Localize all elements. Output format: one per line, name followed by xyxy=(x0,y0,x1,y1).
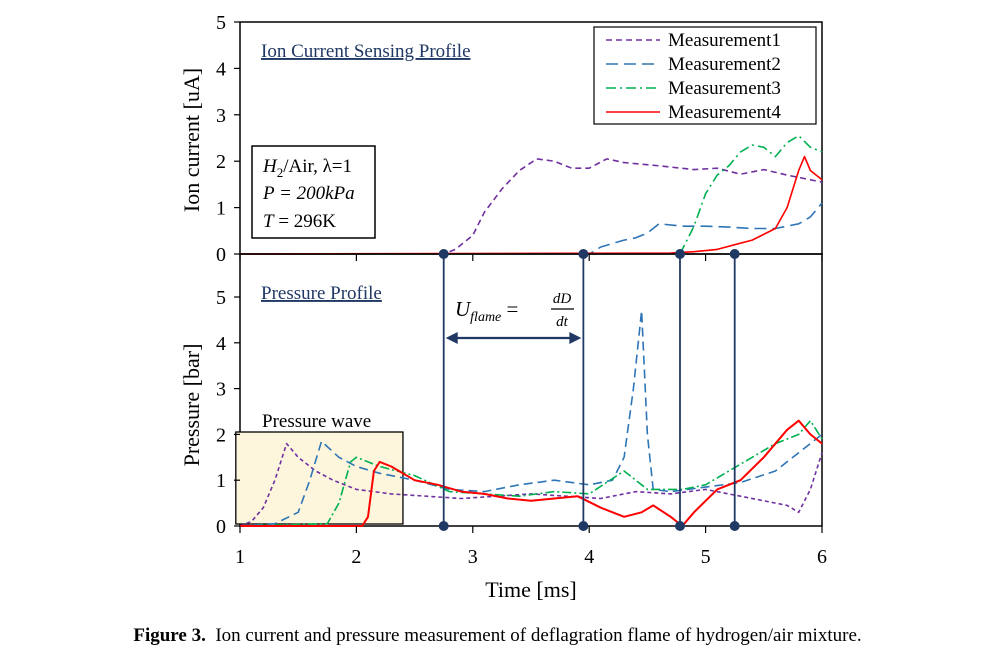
x-tick-label: 6 xyxy=(817,546,827,568)
pressure-wave-label: Pressure wave xyxy=(262,411,371,432)
timing-marker-dot-bottom xyxy=(578,521,589,531)
x-axis-ticks: 1 2 3 4 5 6 xyxy=(235,254,827,568)
pressure-y-tick-label: 4 xyxy=(216,333,226,355)
caption-text: Ion current and pressure measurement of … xyxy=(215,625,862,646)
pressure-series-measurement2 xyxy=(239,309,823,527)
uflame-denominator: dt xyxy=(556,314,569,330)
legend-label-measurement1: Measurement1 xyxy=(668,30,781,51)
pressure-series-measurement3 xyxy=(239,419,823,527)
figure-caption: Figure 3. Ion current and pressure measu… xyxy=(0,625,995,647)
pressure-y-tick-label: 1 xyxy=(216,470,226,492)
x-axis-label: Time [ms] xyxy=(485,577,576,602)
timing-marker-dot-top xyxy=(729,249,740,259)
x-tick-label: 2 xyxy=(351,546,361,568)
ion-series-measurement1 xyxy=(240,158,823,255)
ion-y-tick-label: 5 xyxy=(216,12,226,34)
uflame-formula: Uflame = dD dt xyxy=(455,291,574,330)
pressure-panel: 0 1 2 3 4 5 Pressure Profile Pressure [bar] P… xyxy=(179,253,823,538)
pressure-series-measurement4 xyxy=(240,419,823,527)
pressure-y-tick-label: 0 xyxy=(216,516,226,538)
pressure-y-axis-ticks: 0 1 2 3 4 5 xyxy=(216,287,240,538)
legend: Measurement1 Measurement2 Measurement3 Meas… xyxy=(593,26,817,125)
pressure-y-tick-label: 2 xyxy=(216,424,226,446)
x-tick-label: 5 xyxy=(701,546,711,568)
timing-markers xyxy=(438,249,740,531)
pressure-y-axis-label: Pressure [bar] xyxy=(179,344,204,467)
ion-series-measurement4 xyxy=(239,155,823,255)
ion-series-measurement2 xyxy=(240,202,823,255)
timing-marker-dot-top xyxy=(674,249,685,259)
ion-current-panel: 0 1 2 3 4 5 Ion Current Sensing Profile Ion c… xyxy=(179,12,823,266)
condition-box-frame xyxy=(251,145,376,239)
legend-label-measurement2: Measurement2 xyxy=(668,54,781,75)
pressure-y-tick-label: 3 xyxy=(216,379,226,401)
pressure-series-group xyxy=(239,309,823,527)
pressure-panel-title: Pressure Profile xyxy=(261,283,382,304)
legend-items: Measurement1 Measurement2 Measurement3 Meas… xyxy=(606,30,781,123)
ion-y-tick-label: 4 xyxy=(216,58,226,80)
x-tick-label: 4 xyxy=(584,546,594,568)
ion-y-tick-label: 3 xyxy=(216,105,226,127)
ion-y-tick-label: 2 xyxy=(216,151,226,173)
pressure-plot-frame xyxy=(239,253,823,527)
timing-marker-dot-bottom xyxy=(729,521,740,531)
condition-pressure: P = 200kPa xyxy=(262,183,355,204)
timing-marker-dot-bottom xyxy=(674,521,685,531)
uflame-numerator: dD xyxy=(553,291,572,307)
ion-panel-title: Ion Current Sensing Profile xyxy=(261,41,471,62)
x-tick-label: 3 xyxy=(468,546,478,568)
ion-y-tick-label: 0 xyxy=(216,244,226,266)
legend-label-measurement3: Measurement3 xyxy=(668,78,781,99)
caption-label: Figure 3. xyxy=(133,625,206,646)
ion-y-tick-label: 1 xyxy=(216,198,226,220)
x-tick-label: 1 xyxy=(235,546,245,568)
timing-marker-dot-top xyxy=(438,249,449,259)
uflame-arrow-head-right xyxy=(569,332,582,344)
condition-temperature: T = 296K xyxy=(263,211,336,232)
uflame-arrow xyxy=(445,332,582,344)
legend-frame xyxy=(593,26,817,125)
ion-y-axis-label: Ion current [uA] xyxy=(179,68,204,212)
timing-marker-dot-top xyxy=(578,249,589,259)
legend-label-measurement4: Measurement4 xyxy=(668,102,781,123)
condition-box: H2/Air, λ=1 P = 200kPa T = 296K xyxy=(251,145,376,239)
uflame-symbol: Uflame = xyxy=(455,297,518,325)
uflame-arrow-head-left xyxy=(445,332,458,344)
ion-series-group xyxy=(239,134,823,255)
pressure-y-tick-label: 5 xyxy=(216,287,226,309)
timing-marker-dot-bottom xyxy=(438,521,449,531)
condition-mixture: H2/Air, λ=1 xyxy=(262,156,352,180)
ion-y-axis-ticks: 0 1 2 3 4 5 xyxy=(216,12,240,266)
ion-series-measurement3 xyxy=(240,134,823,255)
